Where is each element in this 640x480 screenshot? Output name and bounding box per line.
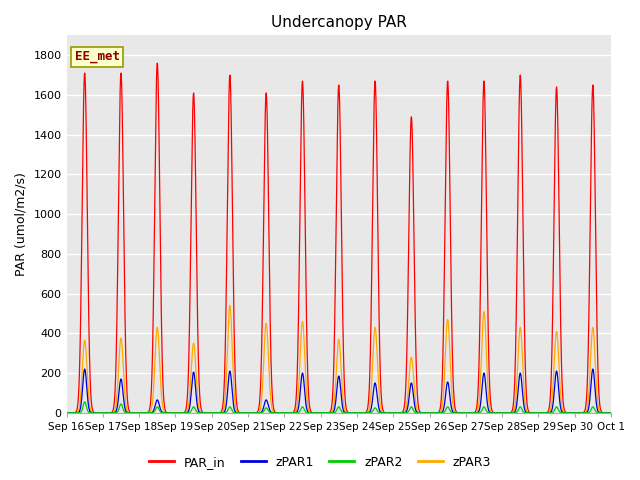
Text: EE_met: EE_met <box>75 50 120 63</box>
Y-axis label: PAR (umol/m2/s): PAR (umol/m2/s) <box>15 172 28 276</box>
Legend: PAR_in, zPAR1, zPAR2, zPAR3: PAR_in, zPAR1, zPAR2, zPAR3 <box>144 451 496 474</box>
Title: Undercanopy PAR: Undercanopy PAR <box>271 15 406 30</box>
